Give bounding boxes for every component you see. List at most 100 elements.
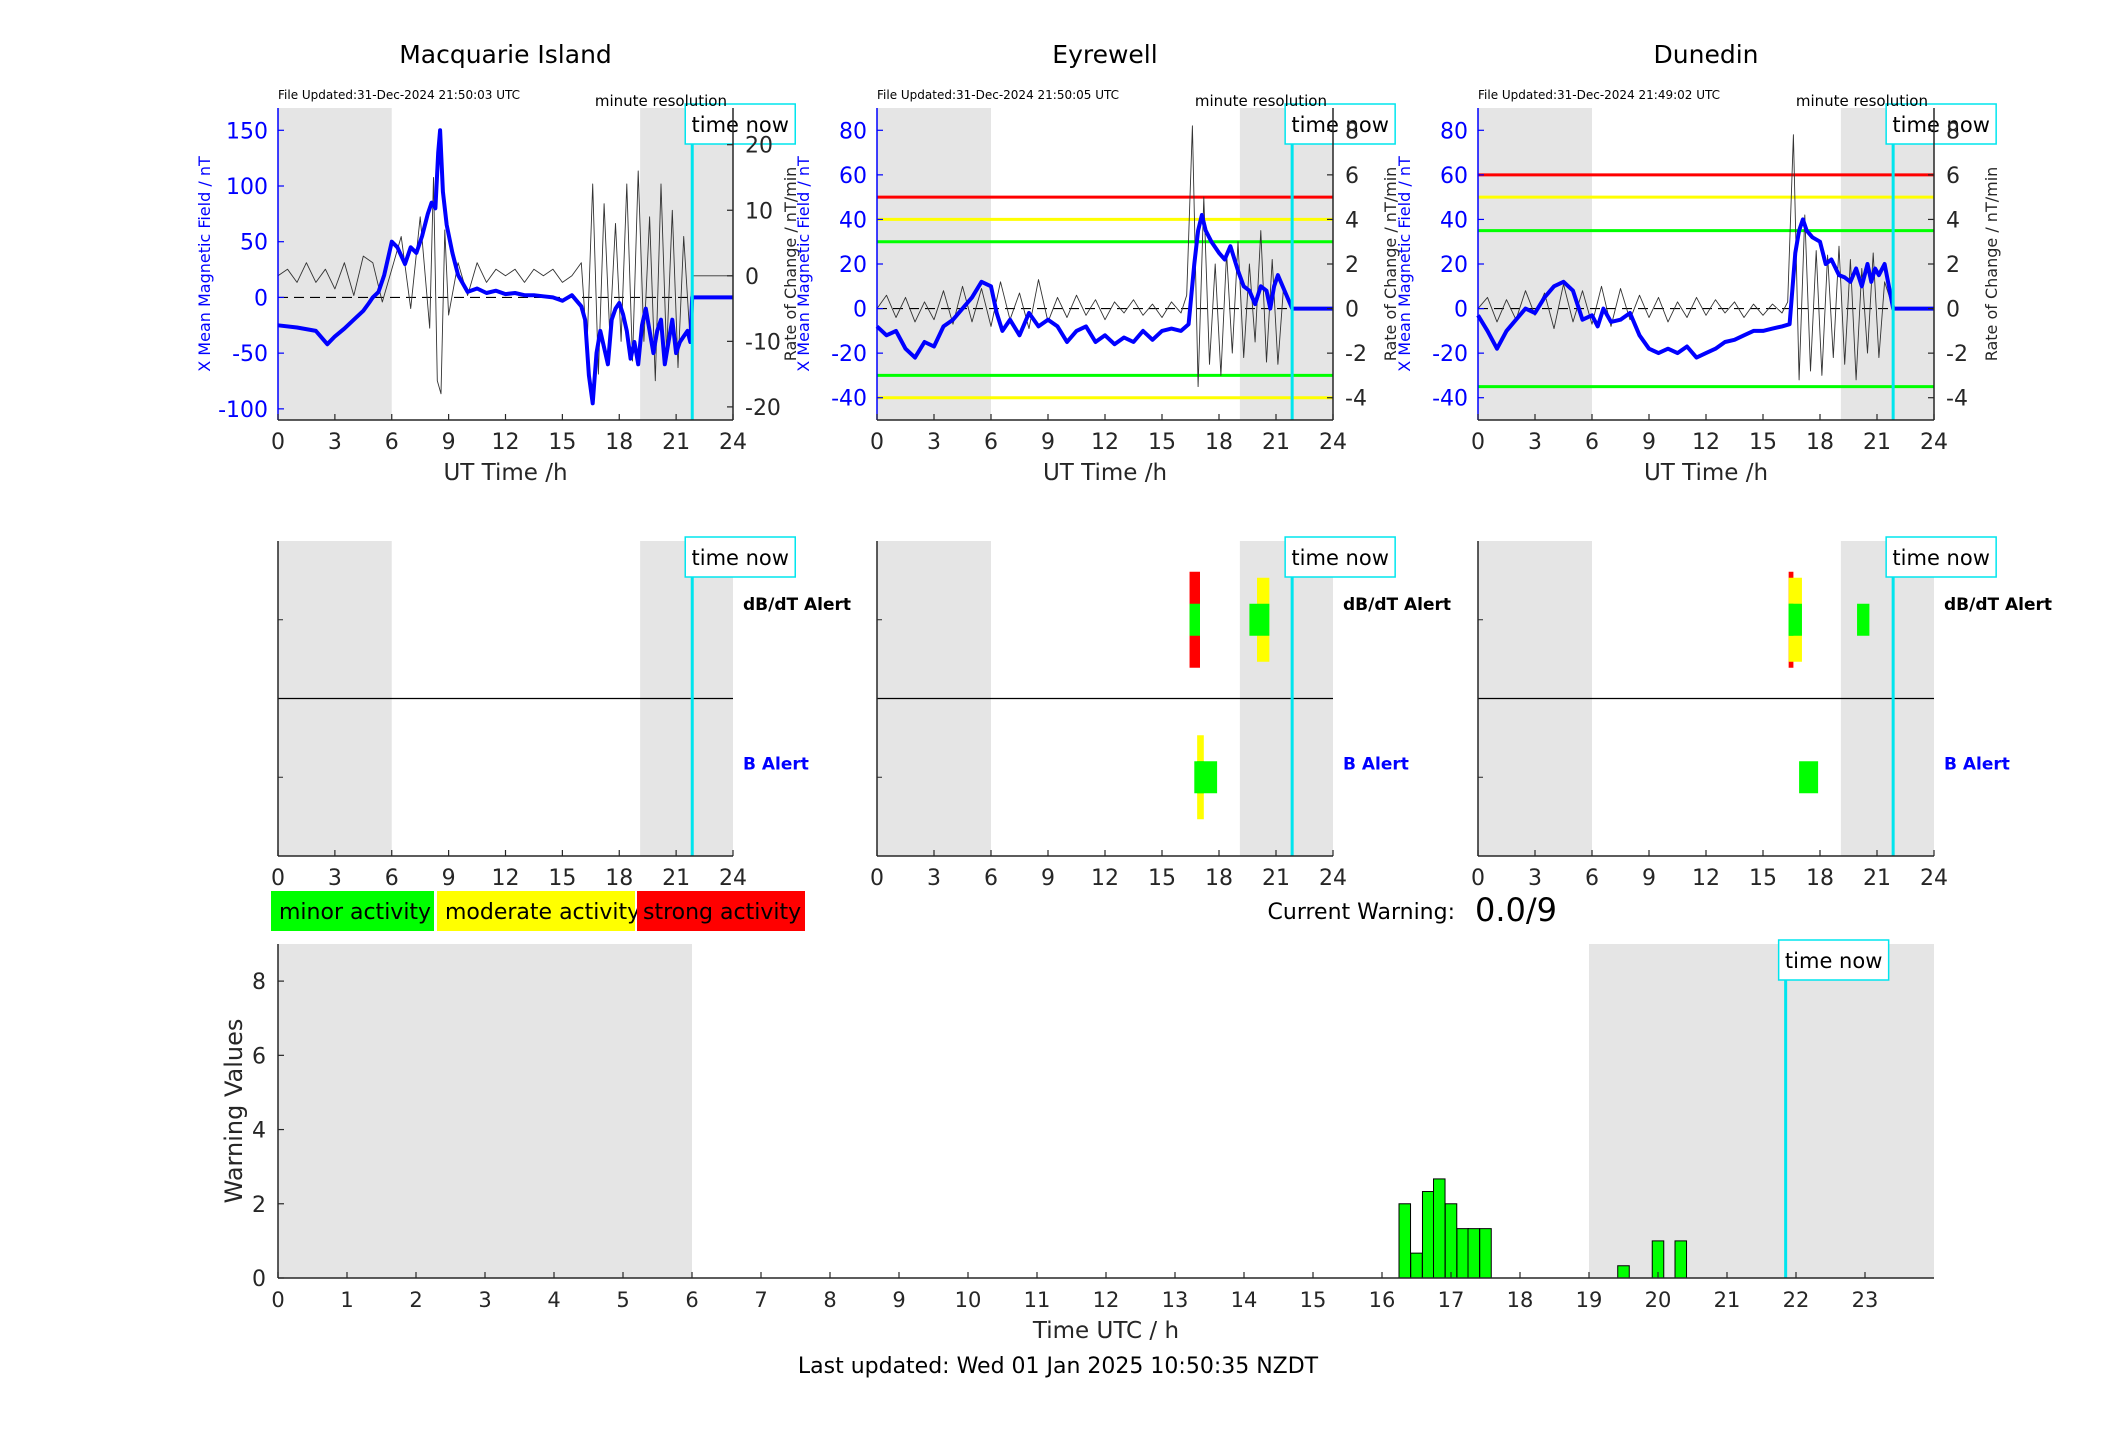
- x-tick-label: 14: [1231, 1288, 1258, 1312]
- x-tick-label: 18: [605, 866, 633, 891]
- x-tick-label: 12: [492, 430, 520, 455]
- x-tick-label: 0: [271, 1288, 284, 1312]
- legend-moderate-swatch: [437, 891, 635, 931]
- x-tick-label: 2: [409, 1288, 422, 1312]
- alert-row-label-b: B Alert: [1343, 754, 1409, 774]
- legend-minor-swatch: [271, 891, 434, 931]
- x-tick-label: 4: [547, 1288, 560, 1312]
- y2-tick-label: 2: [1345, 253, 1359, 278]
- file-updated-label: File Updated:31-Dec-2024 21:50:03 UTC: [278, 88, 520, 102]
- chart-title: Macquarie Island: [399, 40, 612, 69]
- time-now-label: time now: [1291, 113, 1388, 137]
- x-tick-label: 21: [1863, 430, 1891, 455]
- x-tick-label: 24: [719, 866, 747, 891]
- x-tick-label: 15: [1148, 430, 1176, 455]
- magnetic-field-series: [875, 213, 1333, 360]
- night-shade-1: [1840, 108, 1934, 420]
- x-tick-label: 3: [927, 430, 941, 455]
- warning-bar-8: [1617, 1265, 1630, 1279]
- macquarie-alert-chart: time now 0 3 6 9 12 15 18 21 24 dB/dT Alert B Alert: [271, 536, 851, 891]
- warning-bar-6: [1467, 1228, 1481, 1279]
- x-tick-label: 21: [1262, 430, 1290, 455]
- time-now-label: time now: [1291, 546, 1388, 570]
- x-tick-label: 3: [328, 866, 342, 891]
- x-tick-label: 24: [1319, 866, 1347, 891]
- warning-bar-4: [1444, 1203, 1458, 1279]
- x-axis-label: UT Time /h: [1644, 460, 1768, 486]
- x-tick-label: 13: [1162, 1288, 1189, 1312]
- x-tick-label: 3: [478, 1288, 491, 1312]
- time-now-label: time now: [1892, 546, 1989, 570]
- night-shade-1: [1239, 108, 1333, 420]
- y-tick-label: 20: [1440, 253, 1468, 278]
- x-tick-label: 24: [719, 430, 747, 455]
- x-tick-label: 16: [1369, 1288, 1396, 1312]
- y2-tick-label: 6: [1345, 164, 1359, 189]
- x-tick-label: 12: [1093, 1288, 1120, 1312]
- dunedin-alert-chart: time now 0 3 6 9 12 15 18 21 24 dB/dT Alert B Alert: [1471, 536, 2052, 891]
- x-tick-label: 17: [1438, 1288, 1465, 1312]
- x-tick-label: 18: [1806, 430, 1834, 455]
- warning-bar-1: [1410, 1252, 1423, 1279]
- x-tick-label: 24: [1920, 866, 1948, 891]
- time-now-label: time now: [1892, 113, 1989, 137]
- y-tick-label: 0: [254, 286, 268, 311]
- current-warning: Current Warning: 0.0/9: [1268, 891, 1558, 929]
- x-tick-label: 6: [1585, 430, 1599, 455]
- alert-row-label-dbdt: dB/dT Alert: [743, 595, 851, 615]
- y-tick-label: 0: [853, 298, 867, 323]
- alert-block-3: [1799, 761, 1819, 794]
- y-axis-label: X Mean Magnetic Field / nT: [794, 156, 813, 372]
- warning-bar-2: [1421, 1191, 1435, 1279]
- x-tick-label: 23: [1852, 1288, 1879, 1312]
- y-tick-label: 0: [1454, 298, 1468, 323]
- x-tick-label: 21: [1863, 866, 1891, 891]
- time-now-box: [1777, 939, 1890, 981]
- time-now-box: [1885, 103, 1997, 145]
- time-now-box: [1284, 103, 1396, 145]
- y2-tick-label: 2: [1946, 253, 1960, 278]
- y2-tick-label: -4: [1345, 387, 1367, 412]
- x-tick-label: 6: [385, 430, 399, 455]
- x-tick-label: 21: [662, 430, 690, 455]
- time-now-label: time now: [692, 113, 789, 137]
- y2-tick-label: -2: [1345, 342, 1367, 367]
- y-tick-label: 150: [226, 119, 268, 144]
- x-tick-label: 10: [955, 1288, 982, 1312]
- x-tick-label: 3: [1528, 430, 1542, 455]
- y-tick-label: -40: [831, 387, 867, 412]
- resolution-label: minute resolution: [1796, 92, 1928, 110]
- x-tick-label: 24: [1920, 430, 1948, 455]
- x-tick-label: 12: [1091, 430, 1119, 455]
- file-updated-label: File Updated:31-Dec-2024 21:50:05 UTC: [877, 88, 1119, 102]
- y-axis-label: X Mean Magnetic Field / nT: [1395, 156, 1414, 372]
- x-axis-label: Time UTC / h: [1032, 1318, 1179, 1344]
- y-tick-label: 40: [1440, 208, 1468, 233]
- x-tick-label: 3: [328, 430, 342, 455]
- alert-core-1: [1788, 603, 1802, 636]
- y-tick-label: 8: [252, 970, 266, 995]
- y2-tick-label: -2: [1946, 342, 1968, 367]
- night-shade-1: [640, 108, 733, 420]
- y-axis-label: X Mean Magnetic Field / nT: [195, 156, 214, 372]
- x-tick-label: 6: [1585, 866, 1599, 891]
- x-tick-label: 12: [1692, 866, 1720, 891]
- time-now-label: time now: [692, 546, 789, 570]
- y-tick-label: -20: [831, 342, 867, 367]
- x-tick-label: 6: [685, 1288, 698, 1312]
- y2-tick-label: 6: [1946, 164, 1960, 189]
- warning-bar-10: [1674, 1240, 1688, 1279]
- x-tick-label: 18: [1205, 866, 1233, 891]
- y-tick-label: -40: [1432, 387, 1468, 412]
- x-tick-label: 1: [340, 1288, 353, 1312]
- alert-row-label-dbdt: dB/dT Alert: [1343, 595, 1451, 615]
- y-tick-label: -20: [1432, 342, 1468, 367]
- x-tick-label: 20: [1645, 1288, 1672, 1312]
- x-tick-label: 21: [1262, 866, 1290, 891]
- legend-moderate-label: moderate activity: [445, 900, 640, 925]
- time-now-label: time now: [1785, 949, 1882, 973]
- y-tick-label: -100: [218, 398, 268, 423]
